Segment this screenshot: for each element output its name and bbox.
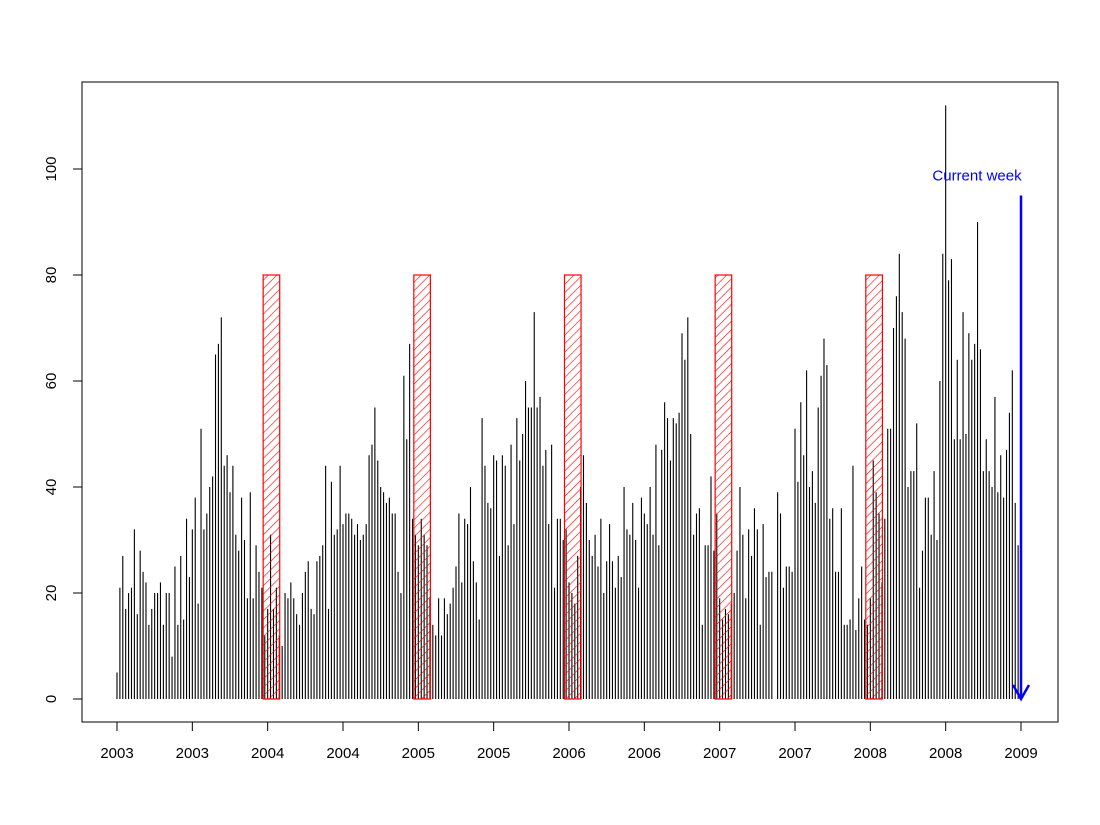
x-tick-label: 2006 bbox=[552, 745, 585, 762]
highlight-period bbox=[563, 274, 582, 700]
y-tick-label: 60 bbox=[43, 373, 60, 390]
bars-layer bbox=[116, 105, 1019, 699]
x-tick-label: 2005 bbox=[477, 745, 510, 762]
current-week-label: Current week bbox=[932, 168, 1022, 185]
y-tick-label: 100 bbox=[43, 156, 60, 181]
current-week-arrowhead bbox=[1011, 684, 1031, 702]
y-axis: 0 20 40 60 80 100 bbox=[43, 156, 83, 703]
highlight-period bbox=[714, 274, 733, 700]
x-tick-label: 2006 bbox=[628, 745, 661, 762]
y-tick-label: 0 bbox=[43, 695, 60, 703]
x-tick-label: 2003 bbox=[176, 745, 209, 762]
x-axis: 2003 2003 2004 2004 2005 2005 2006 2006 2007 2007… bbox=[100, 721, 1038, 762]
x-tick-label: 2003 bbox=[100, 745, 133, 762]
x-tick-label: 2004 bbox=[251, 745, 284, 762]
highlight-period bbox=[865, 274, 883, 700]
x-tick-label: 2008 bbox=[929, 745, 962, 762]
highlight-layer bbox=[262, 274, 883, 700]
y-tick-label: 80 bbox=[43, 267, 60, 284]
x-tick-label: 2009 bbox=[1004, 745, 1037, 762]
x-tick-label: 2005 bbox=[402, 745, 435, 762]
y-tick-label: 40 bbox=[43, 479, 60, 496]
highlight-period bbox=[262, 274, 281, 700]
x-tick-label: 2004 bbox=[326, 745, 359, 762]
x-tick-label: 2007 bbox=[778, 745, 811, 762]
annotation-layer: Current week bbox=[932, 168, 1031, 702]
y-tick-label: 20 bbox=[43, 585, 60, 602]
x-tick-label: 2007 bbox=[703, 745, 736, 762]
highlight-period bbox=[413, 274, 431, 700]
x-tick-label: 2008 bbox=[854, 745, 887, 762]
